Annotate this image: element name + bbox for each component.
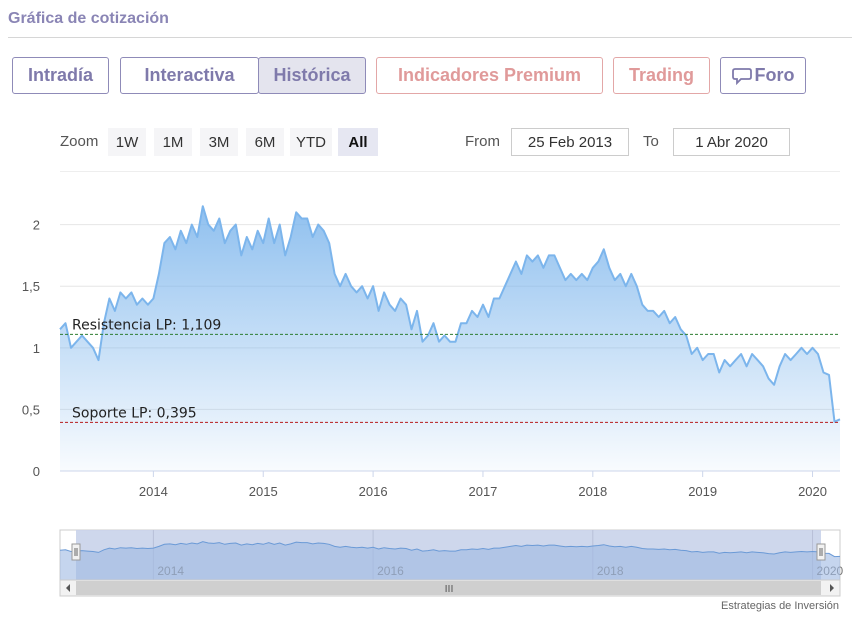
support-label: Soporte LP: 0,395 (72, 405, 197, 421)
x-tick-label: 2019 (688, 484, 717, 499)
zoom-button-all[interactable]: All (338, 128, 378, 156)
tab-historica-label: Histórica (273, 65, 351, 85)
tab-indicadores-premium-label: Indicadores Premium (397, 65, 582, 85)
y-tick-label: 1 (33, 341, 40, 356)
x-tick-label: 2016 (359, 484, 388, 499)
zoom-label: Zoom (60, 133, 99, 150)
scrollbar-thumb[interactable] (76, 581, 821, 595)
price-area (60, 206, 840, 471)
tab-indicadores-premium[interactable]: Indicadores Premium (376, 57, 603, 94)
chart-credit[interactable]: Estrategias de Inversión (720, 600, 839, 612)
tab-interactiva-label: Interactiva (144, 65, 235, 85)
y-tick-label: 0,5 (22, 402, 40, 417)
tab-interactiva[interactable]: Interactiva (120, 57, 259, 94)
x-tick-label: 2018 (578, 484, 607, 499)
from-date-input[interactable]: 25 Feb 2013 (511, 128, 629, 156)
series-layer (59, 205, 841, 471)
axis-layer: 0 0,5 1 1,5 2 2014 2015 2016 2017 2018 2019 2020 (22, 218, 840, 499)
zoom-button-1w[interactable]: 1W (108, 128, 146, 156)
scroll-right-arrow-icon[interactable] (830, 584, 834, 592)
x-tick-label: 2015 (249, 484, 278, 499)
chat-bubble-icon (731, 67, 752, 85)
tab-intradia[interactable]: Intradía (12, 57, 109, 94)
y-tick-label: 0 (33, 464, 40, 479)
zoom-button-3m[interactable]: 3M (200, 128, 238, 156)
x-tick-label: 2017 (468, 484, 497, 499)
page-title: Gráfica de cotización (8, 10, 169, 27)
zoom-button-6m[interactable]: 6M (246, 128, 284, 156)
scroll-left-arrow-icon[interactable] (66, 584, 70, 592)
resistance-label: Resistencia LP: 1,109 (72, 317, 221, 333)
tab-trading[interactable]: Trading (613, 57, 710, 94)
zoom-button-ytd[interactable]: YTD (290, 128, 332, 156)
tab-historica[interactable]: Histórica (258, 57, 366, 94)
navigator-right-handle[interactable] (816, 543, 826, 561)
navigator-area (60, 541, 840, 580)
tab-foro[interactable]: Foro (720, 57, 806, 94)
navigator-line (59, 541, 841, 558)
y-tick-label: 2 (33, 218, 40, 233)
tab-intradia-label: Intradía (27, 65, 93, 85)
x-tick-label: 2014 (139, 484, 168, 499)
to-label: To (643, 133, 659, 150)
scrollbar-grip: III (445, 584, 454, 595)
controls-divider (60, 171, 840, 172)
annotation-layer: Resistencia LP: 1,109 Soporte LP: 0,395 (60, 317, 840, 423)
title-divider (8, 37, 852, 38)
tab-foro-label: Foro (754, 65, 795, 85)
to-date-input[interactable]: 1 Abr 2020 (673, 128, 790, 156)
navigator-left-handle[interactable] (71, 543, 81, 561)
price-line (59, 205, 841, 423)
x-tick-label: 2020 (798, 484, 827, 499)
tab-trading-label: Trading (628, 65, 694, 85)
y-tick-label: 1,5 (22, 279, 40, 294)
from-label: From (465, 133, 500, 150)
zoom-button-1m[interactable]: 1M (154, 128, 192, 156)
navigator[interactable]: 2014201620182020III (59, 529, 844, 597)
